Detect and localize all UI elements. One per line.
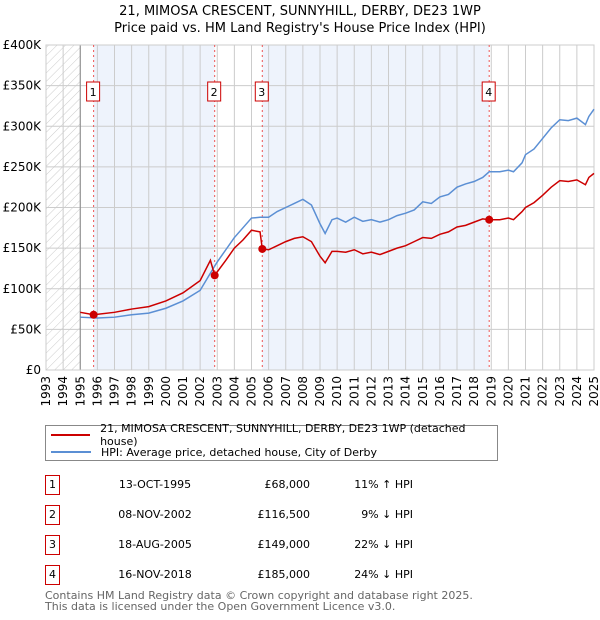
sale-label-box	[481, 81, 496, 102]
sale-label-4: 4	[481, 81, 496, 102]
sale-date: 16-NOV-2018	[118, 568, 192, 581]
x-tick-label: 1994	[56, 376, 70, 407]
sale-number: 4	[45, 565, 60, 585]
sale-point	[210, 271, 219, 280]
x-tick-label: 2012	[364, 376, 378, 407]
x-tick-label: 2016	[433, 376, 447, 407]
sale-label-1: 1	[86, 81, 101, 102]
y-tick-label: £100K	[3, 282, 43, 296]
x-tick-label: 2011	[347, 376, 361, 407]
sale-label-3: 3	[254, 81, 269, 102]
sale-label-number: 2	[211, 86, 218, 99]
x-tick-label: 2019	[484, 376, 498, 407]
sale-label-number: 4	[485, 86, 492, 99]
y-tick-label: £350K	[3, 79, 43, 93]
x-tick-label: 2024	[570, 376, 584, 407]
y-tick-label: £150K	[3, 241, 43, 255]
footer-licence: This data is licensed under the Open Gov…	[45, 600, 396, 613]
sale-hpi-diff: 24% ↓ HPI	[354, 568, 413, 581]
sale-date: 08-NOV-2002	[118, 508, 192, 521]
sale-number: 2	[45, 505, 60, 525]
chart-title: 21, MIMOSA CRESCENT, SUNNYHILL, DERBY, D…	[119, 4, 481, 19]
plot-frame	[45, 44, 595, 371]
sale-row: 4 16-NOV-2018 £185,000 24% ↓ HPI	[45, 565, 545, 585]
sale-date: 18-AUG-2005	[118, 538, 192, 551]
sale-row: 1 13-OCT-1995 £68,000 11% ↑ HPI	[45, 475, 545, 495]
sale-price: £149,000	[257, 538, 311, 551]
y-tick-label: £200K	[3, 201, 43, 215]
legend-item-hpi: HPI: Average price, detached house, City…	[46, 444, 377, 460]
x-tick-label: 2023	[553, 376, 567, 407]
x-tick-label: 2009	[313, 376, 327, 407]
x-tick-label: 2000	[159, 376, 173, 407]
x-tick-label: 2001	[176, 376, 190, 407]
sale-price: £116,500	[257, 508, 311, 521]
sale-label-box	[207, 81, 222, 102]
x-tick-label: 2004	[227, 376, 241, 407]
x-tick-label: 2002	[193, 376, 207, 407]
x-tick-label: 1999	[142, 376, 156, 407]
chart-subtitle: Price paid vs. HM Land Registry's House …	[114, 21, 486, 36]
sale-hpi-diff: 22% ↓ HPI	[354, 538, 413, 551]
legend-label: HPI: Average price, detached house, City…	[101, 445, 378, 459]
y-tick-label: £0	[26, 363, 41, 377]
x-tick-label: 2013	[382, 376, 396, 407]
x-tick-label: 2018	[467, 376, 481, 407]
x-tick-label: 2005	[245, 376, 259, 407]
y-tick-label: £50K	[10, 322, 42, 336]
y-tick-label: £400K	[3, 38, 43, 52]
sale-hpi-diff: 11% ↑ HPI	[354, 478, 413, 491]
x-tick-label: 1996	[90, 376, 104, 407]
sale-point	[89, 310, 98, 319]
sale-label-number: 3	[258, 86, 265, 99]
footer-copyright: Contains HM Land Registry data © Crown c…	[45, 589, 473, 602]
y-tick-label: £300K	[3, 119, 43, 133]
sale-label-2: 2	[207, 81, 222, 102]
series-line	[80, 172, 595, 316]
x-tick-label: 2014	[399, 376, 413, 407]
sale-price: £185,000	[257, 568, 311, 581]
sale-label-box	[254, 81, 269, 102]
sale-date: 13-OCT-1995	[118, 478, 192, 491]
x-tick-label: 1998	[125, 376, 139, 407]
sale-number: 1	[45, 475, 60, 495]
x-tick-label: 2025	[587, 376, 600, 407]
legend-swatch	[51, 434, 91, 436]
x-tick-label: 2003	[210, 376, 224, 407]
x-tick-label: 2022	[536, 376, 550, 407]
x-tick-label: 1997	[108, 376, 122, 407]
y-tick-label: £250K	[3, 160, 43, 174]
sale-label-number: 1	[90, 86, 97, 99]
legend: 21, MIMOSA CRESCENT, SUNNYHILL, DERBY, D…	[45, 422, 498, 461]
x-tick-label: 2006	[262, 376, 276, 407]
sale-label-box	[86, 81, 101, 102]
x-tick-label: 2020	[501, 376, 515, 407]
sale-number: 3	[45, 535, 60, 555]
series-line	[80, 108, 595, 319]
legend-swatch	[51, 451, 91, 453]
x-tick-label: 2007	[279, 376, 293, 407]
sale-row: 2 08-NOV-2002 £116,500 9% ↓ HPI	[45, 505, 545, 525]
legend-label: 21, MIMOSA CRESCENT, SUNNYHILL, DERBY, D…	[100, 422, 466, 448]
sale-point	[258, 244, 267, 253]
sale-point	[485, 215, 494, 224]
x-tick-label: 2015	[416, 376, 430, 407]
x-tick-label: 2021	[519, 376, 533, 407]
legend-item-property: 21, MIMOSA CRESCENT, SUNNYHILL, DERBY, D…	[46, 422, 497, 448]
x-tick-label: 2008	[296, 376, 310, 407]
x-tick-label: 2010	[330, 376, 344, 407]
sale-hpi-diff: 9% ↓ HPI	[361, 508, 413, 521]
price-chart: 1993 1994 1995 1996 1997 1998 1999 2000 2001 2002…	[3, 38, 600, 407]
sale-price: £68,000	[264, 478, 311, 491]
x-tick-label: 1993	[39, 376, 53, 407]
x-tick-label: 1995	[73, 376, 87, 407]
x-tick-label: 2017	[450, 376, 464, 407]
sale-row: 3 18-AUG-2005 £149,000 22% ↓ HPI	[45, 535, 545, 555]
